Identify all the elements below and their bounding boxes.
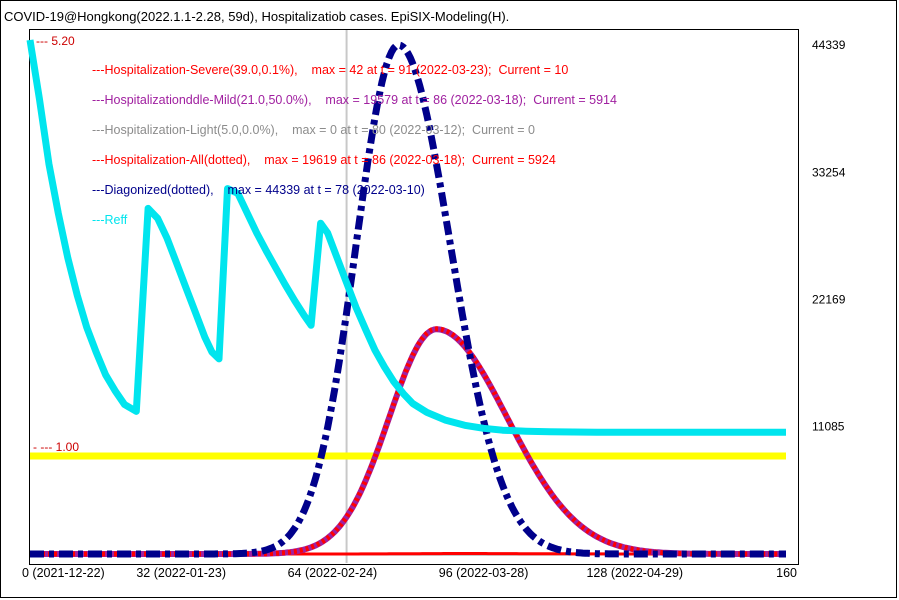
right-tick-label: 44339 — [812, 38, 846, 52]
chart-title: COVID-19@Hongkong(2022.1.1-2.28, 59d), H… — [4, 9, 510, 24]
series-diagonized — [28, 41, 788, 558]
plot-area — [29, 29, 799, 565]
legend-entry: ---Hospitalization-Severe(39.0,0.1%), ma… — [92, 63, 568, 77]
legend-entry: ---Hospitalizationddle-Mild(21.0,50.0%),… — [92, 93, 617, 107]
left-tick-label: - --- 1.00 — [33, 440, 79, 454]
x-tick-label: 0 (2021-12-22) — [22, 566, 105, 580]
x-tick-label: 160 — [776, 566, 797, 580]
right-tick-label: 33254 — [812, 165, 846, 179]
legend-entry: ---Hospitalization-Light(5.0,0.0%), max … — [92, 123, 535, 137]
x-tick-label: 64 (2022-02-24) — [288, 566, 378, 580]
legend-entry: ---Reff — [92, 213, 128, 227]
series-reff — [26, 39, 786, 436]
right-tick-label: 22169 — [812, 293, 846, 307]
x-tick-label: 32 (2022-01-23) — [136, 566, 226, 580]
left-tick-label: --- 5.20 — [36, 34, 75, 48]
legend-entry: ---Hospitalization-All(dotted), max = 19… — [92, 153, 556, 167]
x-tick-label: 128 (2022-04-29) — [586, 566, 683, 580]
right-tick-label: 11085 — [812, 420, 845, 434]
series-hospitalization-mild — [29, 326, 787, 557]
legend-entry: ---Diagonized(dotted), max = 44339 at t … — [92, 183, 425, 197]
x-tick-label: 96 (2022-03-28) — [439, 566, 529, 580]
